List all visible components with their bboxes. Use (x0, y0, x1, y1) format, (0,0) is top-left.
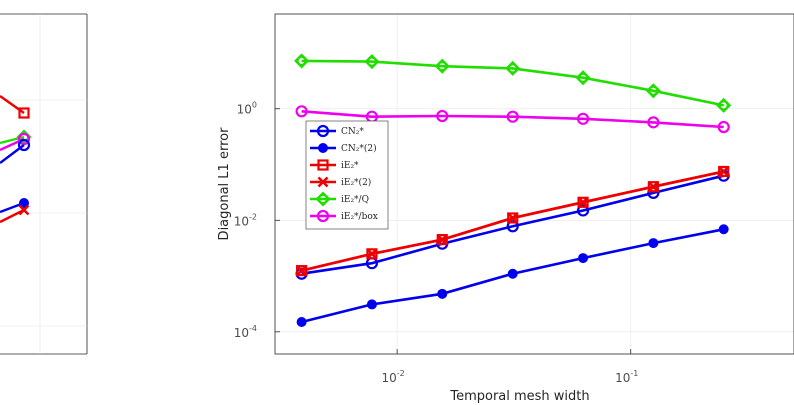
series-3-point (507, 212, 519, 224)
series-5-point (506, 110, 519, 123)
x-tick-label: 10-2 (382, 369, 405, 385)
series-1-point (366, 299, 377, 310)
series-line-0 (301, 174, 725, 275)
series-4-point-ring (648, 85, 659, 96)
y-tick-label: 10-4 (234, 324, 257, 340)
x-tick-label: 10-1 (615, 369, 638, 385)
series-1-point (648, 238, 659, 249)
series-1-point (296, 316, 307, 327)
series-4-point-ring (296, 55, 307, 66)
left-series-4-point (19, 198, 29, 208)
series-1-point (507, 268, 518, 279)
series-5-point (647, 116, 660, 129)
legend-swatch-marker (316, 209, 330, 223)
series-3-point (296, 265, 307, 277)
series-1-point (437, 288, 448, 299)
series-5-point (576, 112, 590, 125)
series-1-point (718, 224, 729, 235)
y-axis-label: Diagonal L1 error (217, 127, 232, 241)
series-4-point-ring (718, 100, 729, 111)
left-panel-series-group (0, 95, 32, 224)
series-4-point-ring (578, 72, 589, 83)
y-tick-label: 10-2 (234, 212, 257, 228)
legend-entry: iE₂*/box (341, 212, 378, 222)
series-5-point (295, 105, 308, 118)
legend-entry: iE₂* (341, 161, 359, 171)
legend-entry: iE₂*/Q (341, 195, 369, 205)
series-4-point-ring (437, 61, 448, 72)
legend: CN₂* CN₂*(2) iE₂* iE₂*(2) iE₂*/Q iE₂*/box (305, 120, 389, 230)
left-series-5-point (18, 204, 30, 216)
legend-swatch-marker (318, 143, 328, 153)
legend-swatch-marker (317, 176, 329, 188)
y-tick-label: 100 (237, 101, 257, 117)
left-partial-chart (0, 13, 88, 355)
series-0-point (576, 204, 590, 217)
series-5-point (436, 109, 449, 123)
series-line-5 (301, 110, 724, 129)
x-axis-label: Temporal mesh width (449, 389, 589, 404)
left-series-0-point (18, 107, 30, 119)
series-4-point-ring (366, 56, 377, 67)
series-1-point (578, 253, 589, 264)
main-chart: 10-2 10-1 100 10-2 10-4 Temporal mesh width… (217, 13, 794, 404)
legend-swatch-marker (316, 124, 330, 138)
y-axis-ticks: 100 10-2 10-4 (234, 101, 280, 340)
series-3-point (577, 196, 589, 208)
left-series-3-point (17, 138, 31, 152)
legend-entry: CN₂* (341, 127, 364, 137)
legend-entry: CN₂*(2) (341, 143, 377, 154)
plot-frame (274, 13, 794, 355)
series-3-point (647, 181, 659, 193)
left-series-line-5 (0, 208, 25, 224)
series-4-point-ring (507, 63, 518, 74)
left-series-2-point (17, 132, 31, 146)
series-5-point (717, 120, 730, 134)
x-axis-ticks: 10-2 10-1 (382, 349, 638, 385)
series-3-point (718, 166, 730, 177)
legend-swatch-marker-ring (318, 194, 328, 204)
grid-lines (275, 14, 794, 354)
series-0-point (506, 220, 519, 233)
series-line-4 (301, 59, 724, 107)
legend-swatch-marker (317, 159, 329, 171)
series-3-point (436, 234, 448, 245)
series-group (294, 53, 732, 327)
legend-entry: iE₂*(2) (341, 177, 371, 188)
series-3-point (366, 248, 378, 260)
